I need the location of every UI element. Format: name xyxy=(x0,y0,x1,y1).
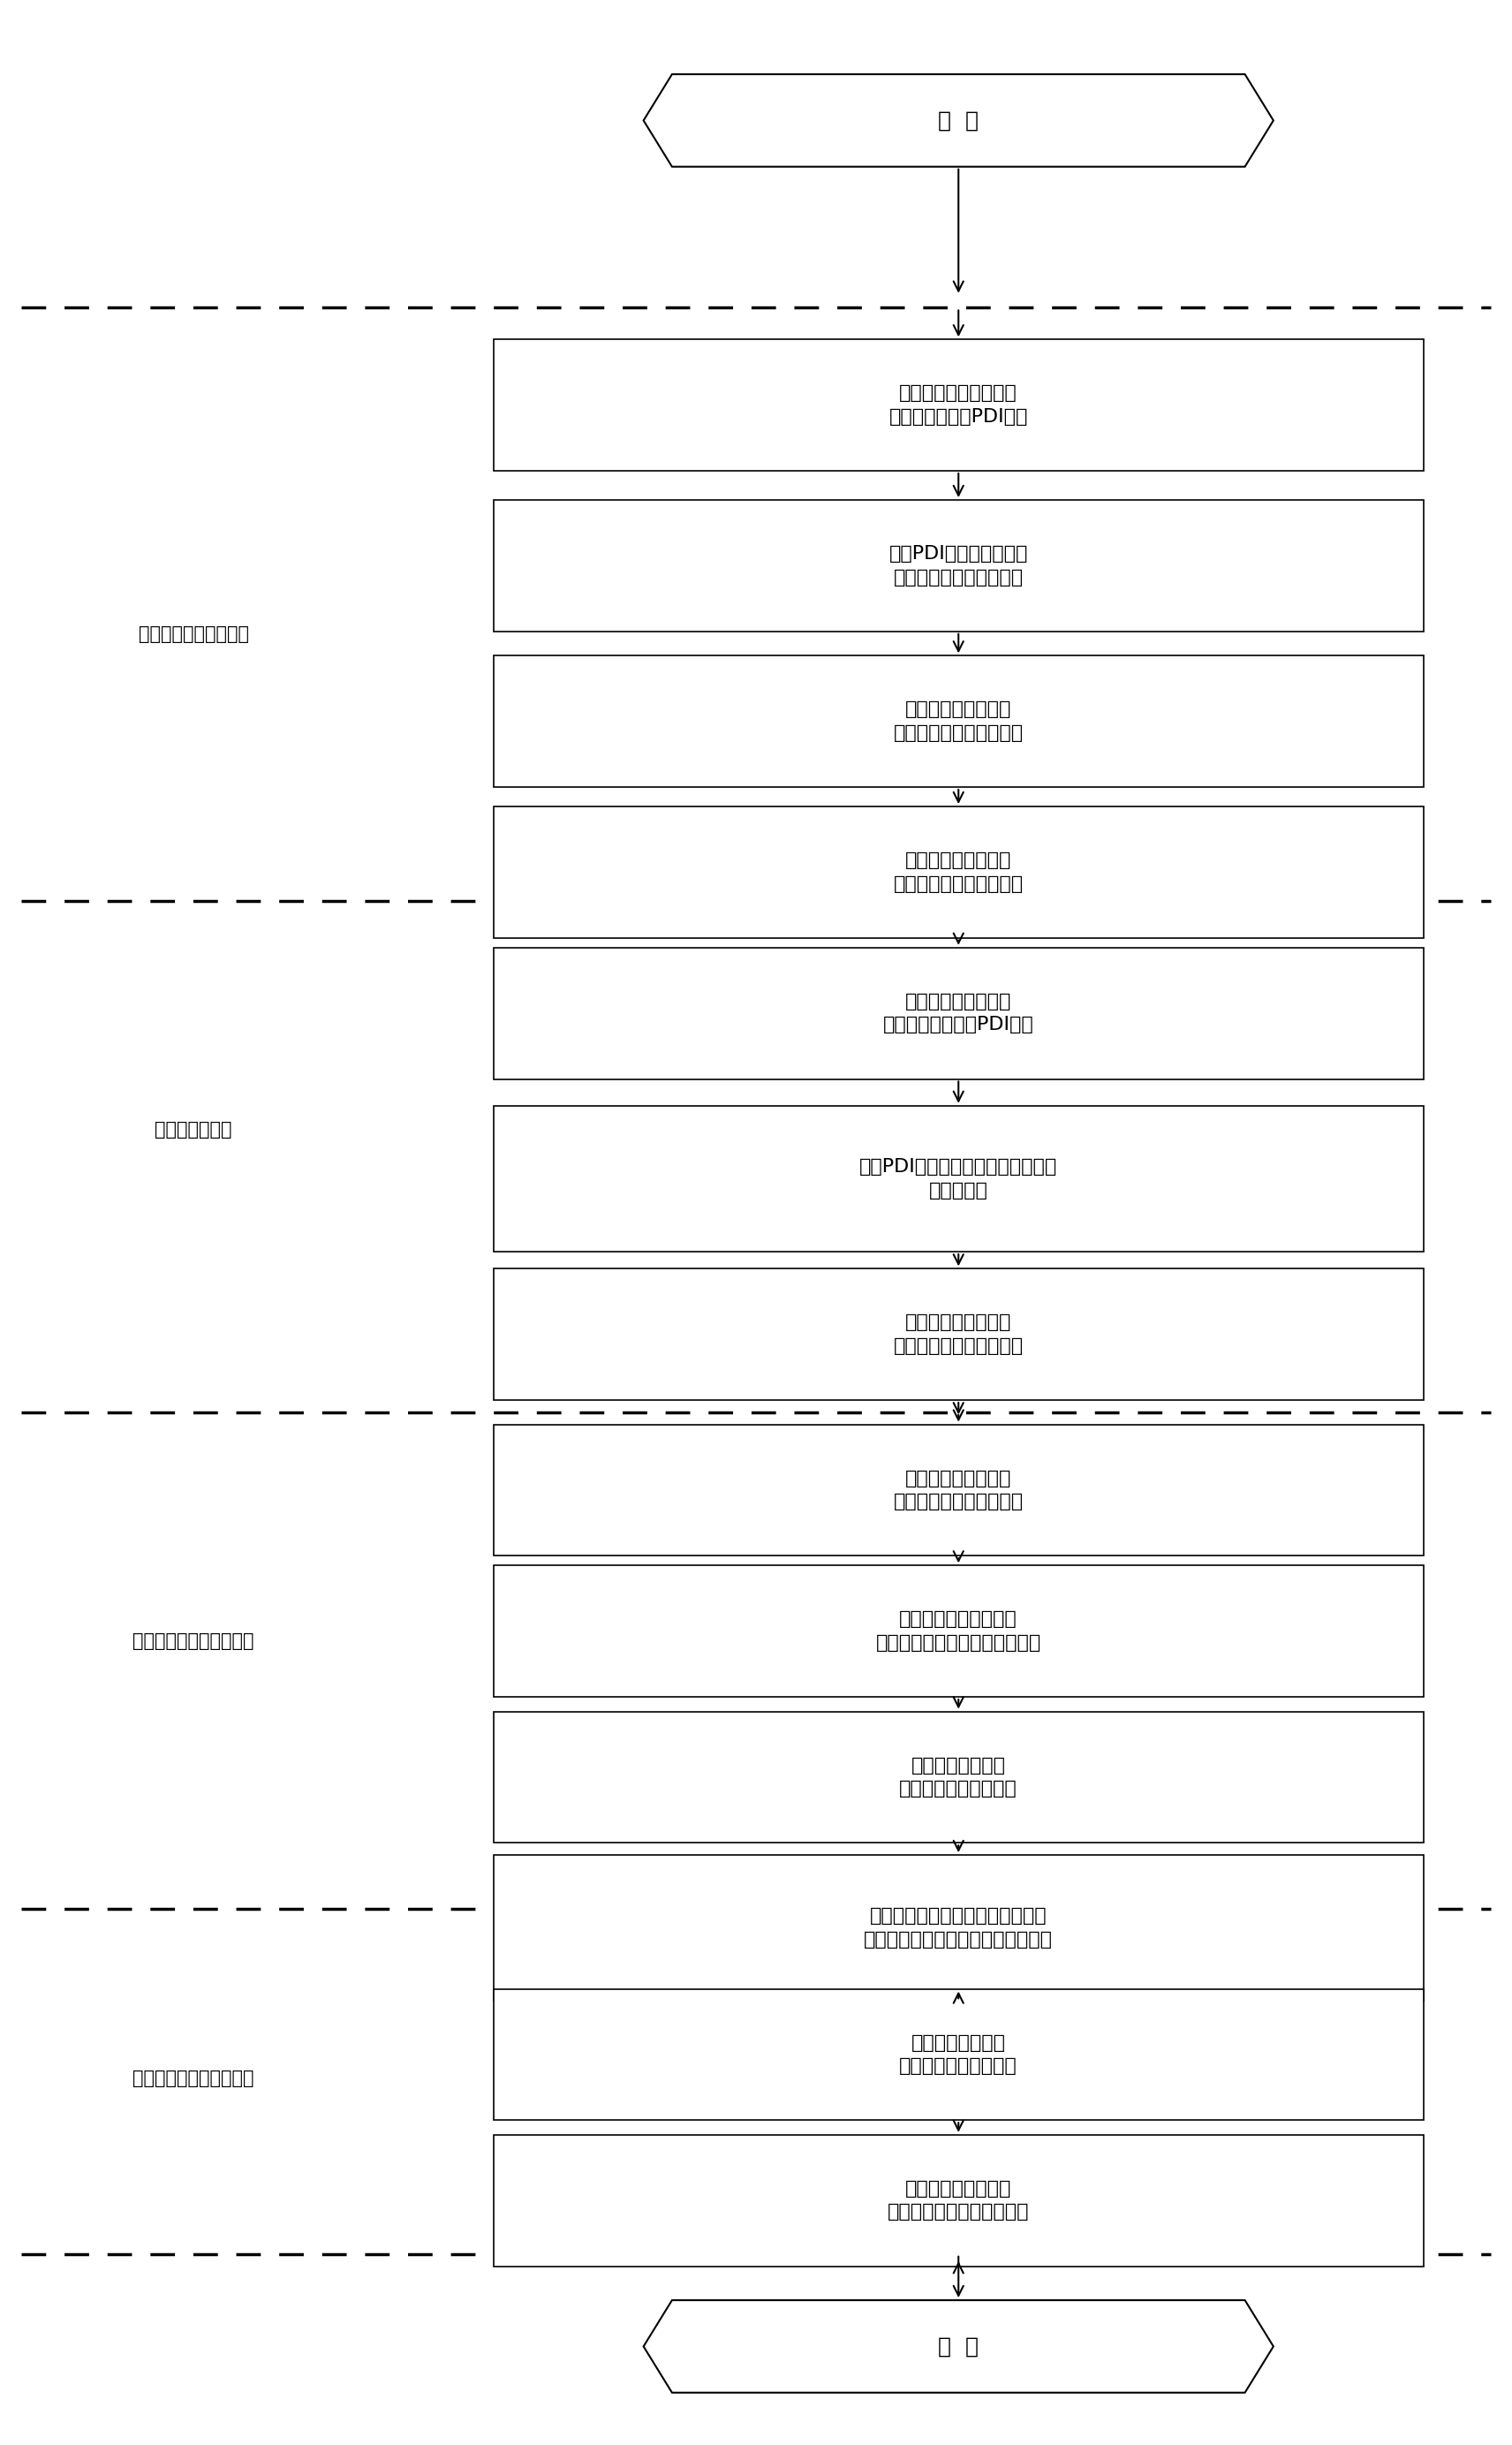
Text: 开  始: 开 始 xyxy=(937,110,978,132)
Bar xyxy=(493,499,1423,631)
Text: 将冷却工艺下发给超
快冷基础自动化系统执行: 将冷却工艺下发给超 快冷基础自动化系统执行 xyxy=(894,851,1024,892)
Text: 利用温度场耦合控制
方法进行冷却工艺的修正: 利用温度场耦合控制 方法进行冷却工艺的修正 xyxy=(894,1313,1024,1355)
Text: 末道次抛钢时刻: 末道次抛钢时刻 xyxy=(154,1122,233,1139)
Text: 轧机二级向超快冷过程
自动化系统发送PDI参数: 轧机二级向超快冷过程 自动化系统发送PDI参数 xyxy=(889,384,1028,425)
Text: 轧机二级向超快冷过
程自动化系统发送PDI参数: 轧机二级向超快冷过 程自动化系统发送PDI参数 xyxy=(883,993,1034,1034)
Text: 倒数第二道次抛钢时刻: 倒数第二道次抛钢时刻 xyxy=(139,626,249,643)
Text: 结  束: 结 束 xyxy=(937,2335,978,2357)
Text: 生成冷却结果报表并
上传给轧机过程自动化系统: 生成冷却结果报表并 上传给轧机过程自动化系统 xyxy=(888,2181,1030,2220)
Bar xyxy=(493,340,1423,472)
Text: 利用温度场耦合控制
方法设定钢板的冷却工艺: 利用温度场耦合控制 方法设定钢板的冷却工艺 xyxy=(894,702,1024,741)
Polygon shape xyxy=(644,73,1273,166)
Text: 钢板尾部通过冷后测温仪: 钢板尾部通过冷后测温仪 xyxy=(133,2071,254,2088)
Text: 超快冷基础自动化系统将辊道速度
制度转发给轧机基础自动化系统执行: 超快冷基础自动化系统将辊道速度 制度转发给轧机基础自动化系统执行 xyxy=(863,1907,1052,1949)
Bar xyxy=(493,1105,1423,1252)
Text: 将辊道速度下发给
超快冷基础自动化系统: 将辊道速度下发给 超快冷基础自动化系统 xyxy=(900,1756,1018,1797)
Bar xyxy=(493,1856,1423,2000)
Bar xyxy=(493,2134,1423,2267)
Bar xyxy=(493,1712,1423,1844)
Text: 判断PDI参数是否合理，
若不合理则输出错误信息: 判断PDI参数是否合理， 若不合理则输出错误信息 xyxy=(889,545,1028,587)
Bar xyxy=(493,949,1423,1078)
Polygon shape xyxy=(644,2301,1273,2394)
Text: 判断PDI参数是否合理，不合理则输
出错误信息: 判断PDI参数是否合理，不合理则输 出错误信息 xyxy=(859,1159,1057,1198)
Text: 将冷却工艺下发给超
快冷基础自动化系统执行: 将冷却工艺下发给超 快冷基础自动化系统执行 xyxy=(894,1469,1024,1511)
Bar xyxy=(493,1565,1423,1697)
Text: 钢板尾部通过轧后测温仪: 钢板尾部通过轧后测温仪 xyxy=(133,1633,254,1650)
Bar xyxy=(493,807,1423,939)
Bar xyxy=(493,1425,1423,1555)
Bar xyxy=(493,655,1423,787)
Bar xyxy=(493,1269,1423,1401)
Text: 基于钢板轧后实测温度
进行超快冷过程辊道速度的设定: 基于钢板轧后实测温度 进行超快冷过程辊道速度的设定 xyxy=(875,1611,1042,1653)
Bar xyxy=(493,1988,1423,2120)
Text: 根据钢板冷后实测
温度进行模型的自学习: 根据钢板冷后实测 温度进行模型的自学习 xyxy=(900,2034,1018,2076)
